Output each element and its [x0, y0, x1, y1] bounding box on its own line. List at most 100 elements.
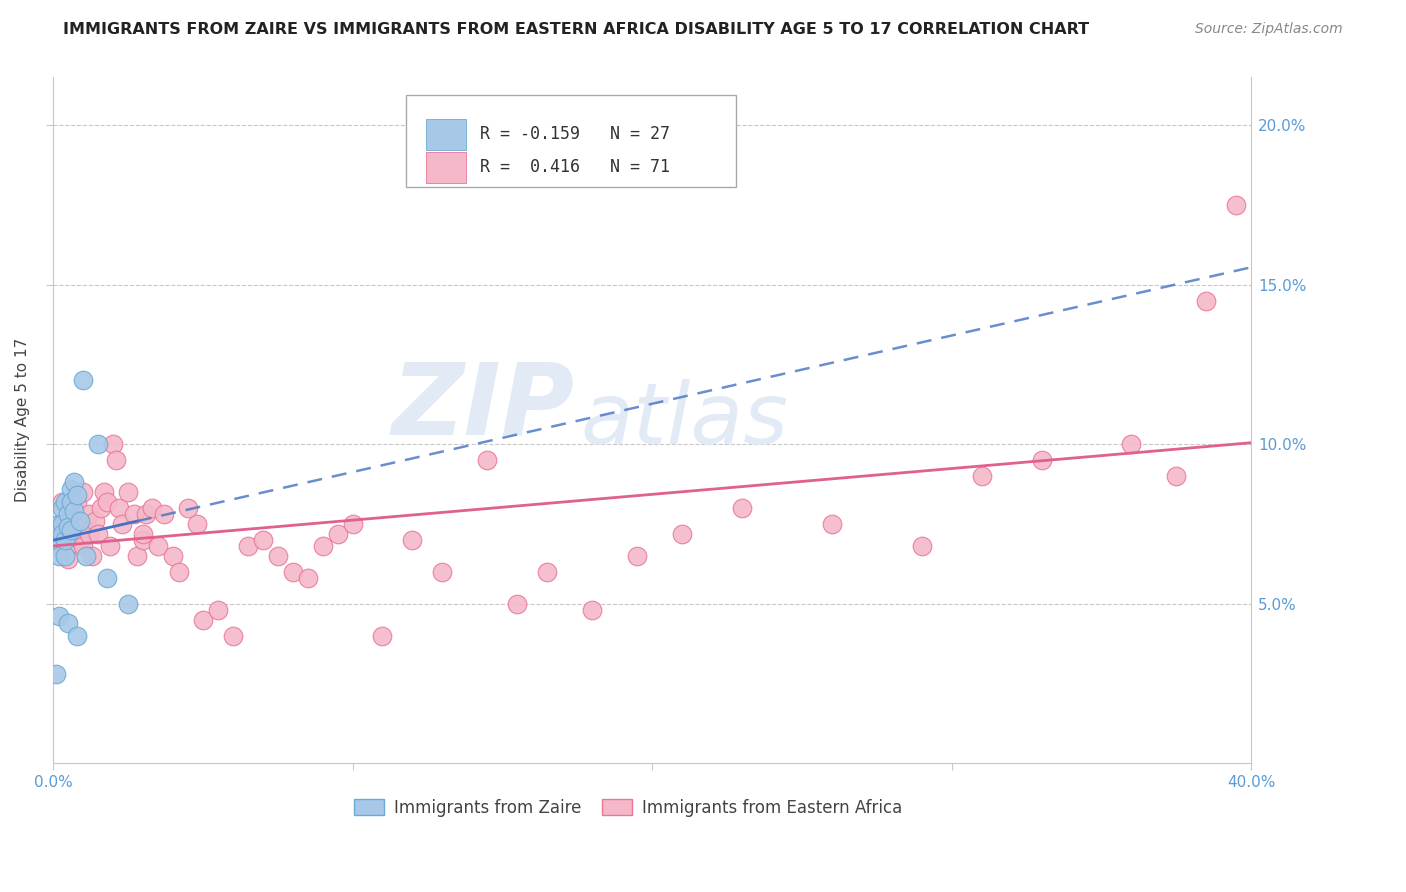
Point — [506, 597, 529, 611]
Point — [83, 514, 105, 528]
Point — [252, 533, 274, 547]
Point — [48, 516, 70, 531]
Point — [93, 485, 115, 500]
Point — [45, 666, 67, 681]
Point — [90, 500, 112, 515]
Point — [48, 609, 70, 624]
Point — [266, 549, 288, 563]
Point — [96, 571, 118, 585]
Point — [970, 469, 993, 483]
Point — [59, 526, 82, 541]
Point — [72, 485, 94, 500]
Point — [311, 539, 333, 553]
Point — [101, 437, 124, 451]
Point — [281, 565, 304, 579]
Point — [1166, 469, 1188, 483]
Point — [536, 565, 558, 579]
Point — [51, 494, 73, 508]
Point — [581, 603, 603, 617]
Point — [51, 526, 73, 541]
Point — [132, 533, 155, 547]
Text: ZIP: ZIP — [391, 358, 574, 455]
Point — [342, 516, 364, 531]
Point — [731, 500, 754, 515]
Point — [432, 565, 454, 579]
Point — [59, 482, 82, 496]
Point — [1121, 437, 1143, 451]
Text: R = -0.159   N = 27: R = -0.159 N = 27 — [479, 126, 669, 144]
Point — [186, 516, 208, 531]
Point — [63, 500, 86, 515]
Point — [80, 549, 103, 563]
Point — [146, 539, 169, 553]
Point — [162, 549, 184, 563]
Text: IMMIGRANTS FROM ZAIRE VS IMMIGRANTS FROM EASTERN AFRICA DISABILITY AGE 5 TO 17 C: IMMIGRANTS FROM ZAIRE VS IMMIGRANTS FROM… — [63, 22, 1090, 37]
Point — [48, 549, 70, 563]
Point — [326, 526, 349, 541]
Point — [96, 494, 118, 508]
Point — [117, 485, 139, 500]
Point — [69, 533, 91, 547]
Point — [69, 514, 91, 528]
Legend: Immigrants from Zaire, Immigrants from Eastern Africa: Immigrants from Zaire, Immigrants from E… — [347, 792, 908, 823]
Point — [56, 508, 79, 522]
Point — [87, 437, 110, 451]
Point — [911, 539, 934, 553]
Point — [45, 533, 67, 547]
Point — [63, 504, 86, 518]
Point — [66, 494, 89, 508]
Point — [45, 533, 67, 547]
Point — [401, 533, 423, 547]
Point — [53, 549, 76, 563]
Point — [51, 516, 73, 531]
Point — [111, 516, 134, 531]
Point — [477, 453, 499, 467]
FancyBboxPatch shape — [406, 95, 735, 187]
Point — [87, 526, 110, 541]
Point — [221, 629, 243, 643]
Point — [66, 629, 89, 643]
Point — [132, 526, 155, 541]
Point — [108, 500, 131, 515]
Point — [63, 524, 86, 538]
Point — [117, 597, 139, 611]
Point — [152, 508, 174, 522]
Point — [59, 524, 82, 538]
Point — [59, 494, 82, 508]
Point — [1031, 453, 1053, 467]
Point — [56, 552, 79, 566]
Point — [135, 508, 157, 522]
Point — [207, 603, 229, 617]
Point — [167, 565, 190, 579]
Point — [72, 539, 94, 553]
Point — [72, 373, 94, 387]
Text: R =  0.416   N = 71: R = 0.416 N = 71 — [479, 159, 669, 177]
Text: atlas: atlas — [581, 379, 789, 462]
Point — [48, 539, 70, 553]
Point — [77, 526, 100, 541]
Point — [53, 514, 76, 528]
Point — [48, 516, 70, 531]
Point — [75, 549, 97, 563]
Point — [53, 494, 76, 508]
Text: Source: ZipAtlas.com: Source: ZipAtlas.com — [1195, 22, 1343, 37]
Point — [191, 613, 214, 627]
Point — [821, 516, 844, 531]
Point — [51, 500, 73, 515]
Point — [236, 539, 259, 553]
Point — [56, 520, 79, 534]
Point — [56, 615, 79, 630]
Point — [141, 500, 163, 515]
Point — [66, 488, 89, 502]
FancyBboxPatch shape — [426, 120, 467, 150]
Point — [122, 508, 145, 522]
Point — [1225, 198, 1247, 212]
Point — [1195, 293, 1218, 308]
Point — [177, 500, 200, 515]
Point — [104, 453, 127, 467]
Point — [59, 508, 82, 522]
FancyBboxPatch shape — [426, 153, 467, 183]
Y-axis label: Disability Age 5 to 17: Disability Age 5 to 17 — [15, 338, 30, 502]
Point — [98, 539, 121, 553]
Point — [671, 526, 693, 541]
